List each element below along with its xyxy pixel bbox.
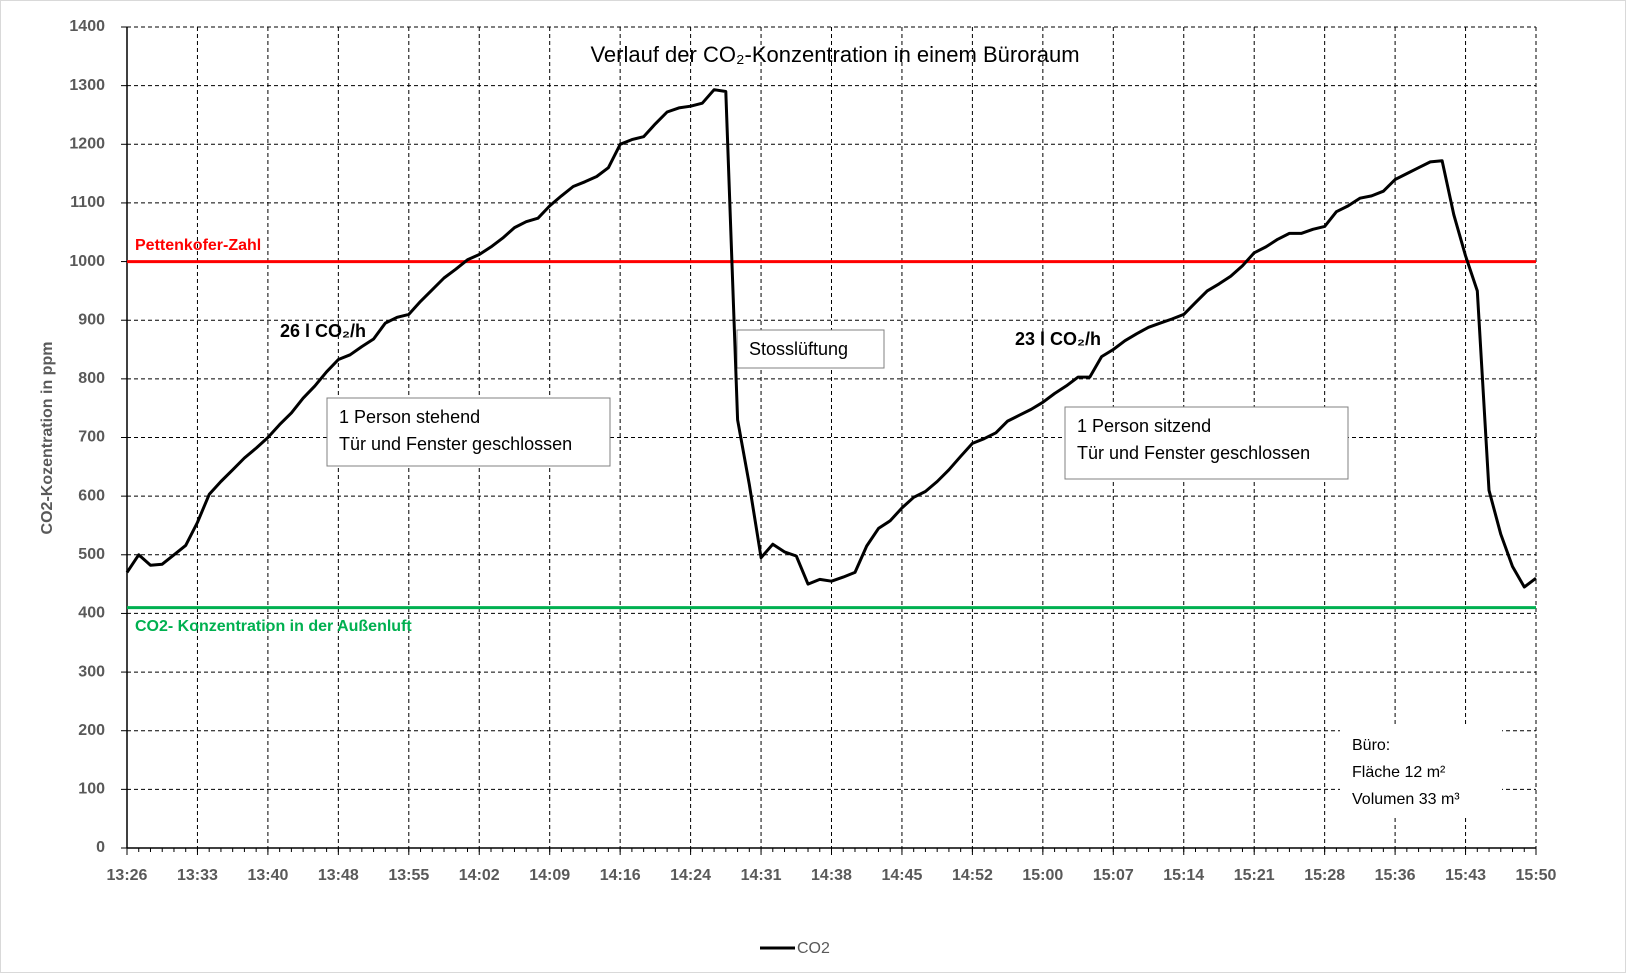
annotation-box (1340, 726, 1502, 818)
x-tick-label: 14:09 (529, 867, 570, 884)
chart-title: Verlauf der CO₂-Konzentration in einem B… (590, 42, 1079, 67)
y-tick-label: 1400 (69, 18, 105, 35)
x-tick-label: 13:26 (107, 867, 148, 884)
y-tick-label: 0 (96, 839, 105, 856)
data-line (125, 88, 1537, 589)
x-tick-label: 14:45 (881, 867, 922, 884)
y-tick-label: 900 (78, 311, 105, 328)
y-tick-label: 300 (78, 663, 105, 680)
annotation-text: Büro: (1352, 737, 1390, 754)
x-tick-label: 15:36 (1375, 867, 1416, 884)
x-tick-label: 14:31 (741, 867, 782, 884)
annotation-text: 26 l CO₂/h (280, 321, 366, 341)
y-tick-label: 800 (78, 370, 105, 387)
annotation-text: Tür und Fenster geschlossen (339, 434, 572, 454)
annotation-box (1064, 406, 1349, 480)
y-tick-label: 100 (78, 781, 105, 798)
annotation-text: 1 Person stehend (339, 407, 480, 427)
x-tick-label: 14:24 (670, 867, 711, 884)
x-tick-label: 13:48 (318, 867, 359, 884)
x-tick-label: 15:21 (1234, 867, 1275, 884)
annotation-text: Stosslüftung (749, 339, 848, 359)
reference-label: Pettenkofer-Zahl (135, 237, 261, 254)
annotation-box (736, 329, 885, 369)
x-tick-label: 15:50 (1516, 867, 1557, 884)
x-tick-label: 15:43 (1445, 867, 1486, 884)
y-tick-label: 700 (78, 429, 105, 446)
y-tick-label: 500 (78, 546, 105, 563)
y-tick-label: 1000 (69, 253, 105, 270)
annotation-text: 23 l CO₂/h (1015, 329, 1101, 349)
y-tick-label: 1100 (70, 194, 105, 211)
y-axis-label: CO2-Kozentration in ppm (39, 342, 56, 535)
x-tick-label: 15:00 (1022, 867, 1063, 884)
y-tick-label: 400 (78, 605, 105, 622)
x-tick-label: 14:38 (811, 867, 852, 884)
annotation-box (326, 397, 611, 467)
annotation-text: Tür und Fenster geschlossen (1077, 443, 1310, 463)
y-tick-label: 1200 (69, 136, 105, 153)
x-tick-label: 15:07 (1093, 867, 1134, 884)
legend-label: CO2 (797, 940, 830, 957)
x-tick-label: 14:52 (952, 867, 993, 884)
annotation-text: Volumen 33 m³ (1352, 791, 1460, 808)
x-tick-label: 14:16 (600, 867, 641, 884)
y-tick-label: 1300 (69, 77, 105, 94)
y-tick-label: 200 (78, 722, 105, 739)
x-tick-label: 13:33 (177, 867, 218, 884)
x-tick-label: 15:28 (1304, 867, 1345, 884)
reference-label: CO2- Konzentration in der Außenluft (135, 618, 412, 635)
annotation-text: Fläche 12 m² (1352, 764, 1446, 781)
x-tick-label: 13:40 (247, 867, 288, 884)
x-tick-label: 15:14 (1163, 867, 1204, 884)
x-tick-label: 13:55 (388, 867, 429, 884)
x-tick-label: 14:02 (459, 867, 500, 884)
annotation-text: 1 Person sitzend (1077, 416, 1211, 436)
y-tick-label: 600 (78, 487, 105, 504)
